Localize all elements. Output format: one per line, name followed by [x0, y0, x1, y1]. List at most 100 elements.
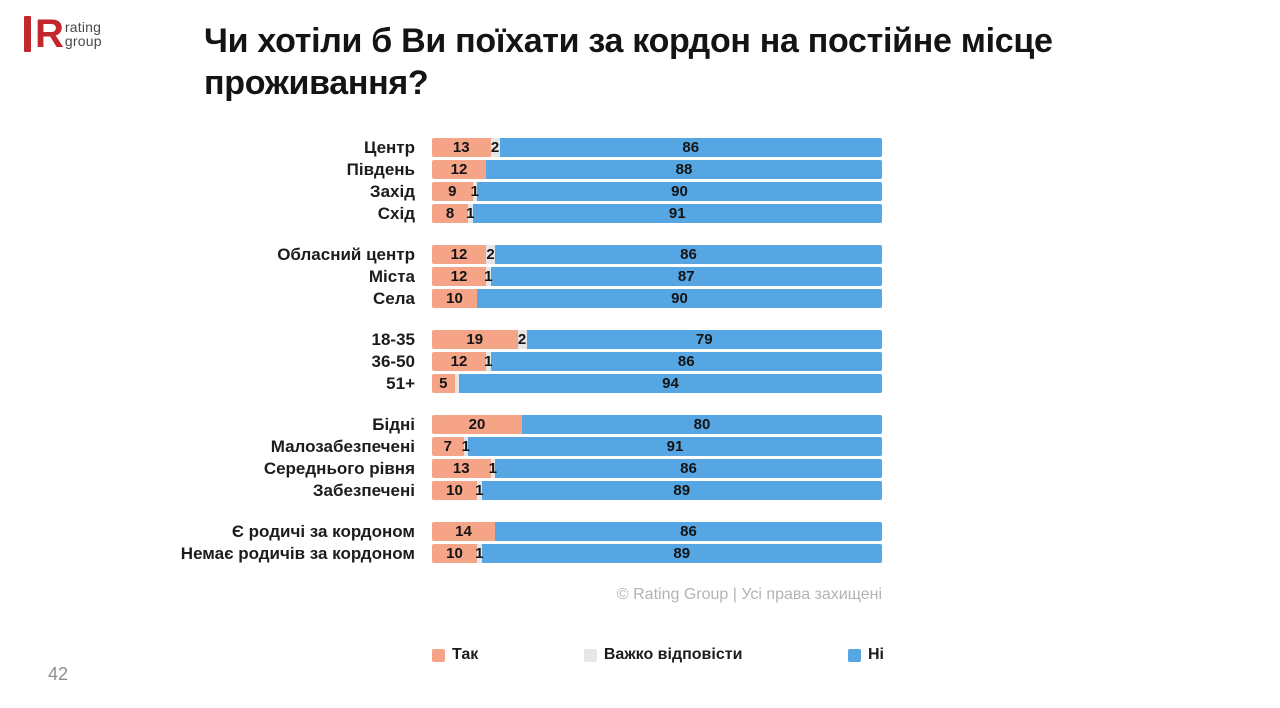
stacked-bar: 5 94 — [432, 374, 882, 393]
stacked-bar: 19 2 79 — [432, 330, 882, 349]
page-number: 42 — [48, 664, 69, 684]
legend-item-vazhko: Важко відповісти — [583, 646, 743, 664]
bar-value-label: 89 — [673, 482, 691, 499]
chart-row: Південь 12 88 — [0, 160, 882, 179]
bar-segment-tak: 19 — [432, 330, 518, 349]
stacked-bar: 12 1 86 — [432, 352, 882, 371]
bar-value-label: 10 — [446, 290, 463, 307]
bar-segment-vazhko: 1 — [471, 182, 479, 201]
bar-value-label: 90 — [671, 183, 688, 200]
stacked-bar: 10 1 89 — [432, 481, 882, 500]
bar-segment-tak: 10 — [432, 481, 477, 500]
logo-bar-icon — [24, 16, 31, 52]
stacked-bar: 20 80 — [432, 415, 882, 434]
bar-value-label: 12 — [450, 161, 468, 178]
bar-value-label: 12 — [450, 353, 468, 370]
bar-segment-vazhko: 1 — [475, 544, 484, 563]
legend: Так Важко відповісти Ні — [432, 646, 884, 664]
bar-value-label: 86 — [680, 523, 697, 540]
bar-segment-vazhko: 1 — [484, 267, 493, 286]
chart-row: Захід 9 1 90 — [0, 182, 882, 201]
bar-value-label: 10 — [446, 545, 463, 562]
bar-segment-ni: 86 — [499, 138, 882, 157]
bar-value-label: 86 — [677, 353, 695, 370]
stacked-bar: 10 90 — [432, 289, 882, 308]
legend-label: Важко відповісти — [603, 646, 743, 663]
bar-segment-ni: 86 — [490, 352, 882, 371]
row-label: Села — [373, 288, 415, 308]
bar-segment-tak: 7 — [432, 437, 464, 456]
bar-segment-vazhko: 1 — [489, 459, 497, 478]
stacked-bar: 12 88 — [432, 160, 882, 179]
stacked-bar: 9 1 90 — [432, 182, 882, 201]
chart-row: Центр 13 2 86 — [0, 138, 882, 157]
legend-label: Так — [452, 646, 479, 663]
bar-value-label: 1 — [475, 545, 484, 562]
logo-r-icon: R — [35, 12, 64, 56]
bar-segment-tak: 12 — [432, 245, 486, 264]
bar-value-label: 13 — [452, 139, 470, 156]
bar-value-label: 86 — [680, 246, 697, 263]
bar-value-label: 9 — [448, 183, 457, 200]
row-label: Обласний центр — [277, 244, 415, 264]
bar-segment-ni: 90 — [477, 182, 882, 201]
chart-row: Схід 8 1 91 — [0, 204, 882, 223]
row-label: Схід — [377, 203, 415, 223]
bar-segment-ni: 91 — [468, 437, 882, 456]
bar-segment-vazhko: 1 — [461, 437, 470, 456]
bar-segment-tak: 12 — [432, 160, 486, 179]
bar-segment-ni: 86 — [495, 245, 882, 264]
stacked-bar: 13 1 86 — [432, 459, 882, 478]
bar-value-label: 86 — [682, 139, 700, 156]
bar-segment-tak: 12 — [432, 267, 486, 286]
slide-title: Чи хотіли б Ви поїхати за кордон на пост… — [204, 22, 1053, 102]
chart-row: Малозабезпечені 7 1 91 — [0, 437, 882, 456]
chart-row: Бідні 20 80 — [0, 415, 882, 434]
row-label: 36-50 — [371, 351, 415, 371]
logo-text-line1: rating — [64, 19, 102, 35]
row-label: Захід — [369, 181, 415, 201]
chart-group-income: Бідні 20 80 Малозабезпечені 7 1 91 Середнього р… — [0, 415, 882, 500]
row-label: Центр — [363, 137, 415, 157]
bar-segment-ni: 86 — [495, 459, 882, 478]
bar-segment-ni: 88 — [486, 160, 882, 179]
chart-row: Середнього рівня 13 1 86 — [0, 459, 882, 478]
bar-segment-ni: 80 — [522, 415, 882, 434]
bar-value-label: 2 — [490, 139, 500, 156]
bar-value-label: 90 — [671, 290, 688, 307]
bar-value-label: 5 — [439, 375, 448, 392]
bar-value-label: 89 — [673, 545, 691, 562]
rating-group-logo: R rating group — [24, 12, 102, 56]
row-label: Бідні — [372, 414, 415, 434]
bar-segment-vazhko: 1 — [475, 481, 484, 500]
bar-value-label: 1 — [475, 482, 484, 499]
logo-wordmark: rating group — [65, 20, 102, 48]
chart-row: 51+ 5 94 — [0, 374, 882, 393]
bar-segment-tak: 12 — [432, 352, 486, 371]
row-label: Забезпечені — [312, 480, 415, 500]
chart-group-settlement: Обласний центр 12 2 86 Міста 12 1 87 Села 10 90 — [0, 245, 882, 308]
bar-segment-ni: 89 — [481, 544, 882, 563]
bar-segment-ni: 79 — [526, 330, 882, 349]
bar-value-label: 13 — [452, 460, 470, 477]
bar-value-label: 87 — [677, 268, 695, 285]
bar-value-label: 2 — [517, 331, 527, 348]
bar-value-label: 12 — [450, 246, 468, 263]
bar-value-label: 79 — [695, 331, 713, 348]
legend-swatch-ni — [847, 648, 861, 662]
bar-segment-vazhko: 2 — [517, 330, 527, 349]
bar-value-label: 1 — [461, 438, 470, 455]
chart-row: 18-35 19 2 79 — [0, 330, 882, 349]
bar-segment-tak: 13 — [432, 138, 491, 157]
bar-value-label: 1 — [484, 268, 493, 285]
bar-segment-tak: 10 — [432, 544, 477, 563]
row-label: 51+ — [386, 373, 415, 393]
stacked-bar: 12 2 86 — [432, 245, 882, 264]
chart-group-region: Центр 13 2 86 Південь 12 88 Захід 9 1 90 Схід 8 1 91 — [0, 138, 882, 223]
bar-segment-ni: 87 — [490, 267, 882, 286]
bar-value-label: 20 — [468, 416, 486, 433]
stacked-bar: 8 1 91 — [432, 204, 882, 223]
stacked-bar: 13 2 86 — [432, 138, 882, 157]
chart-row: Міста 12 1 87 — [0, 267, 882, 286]
